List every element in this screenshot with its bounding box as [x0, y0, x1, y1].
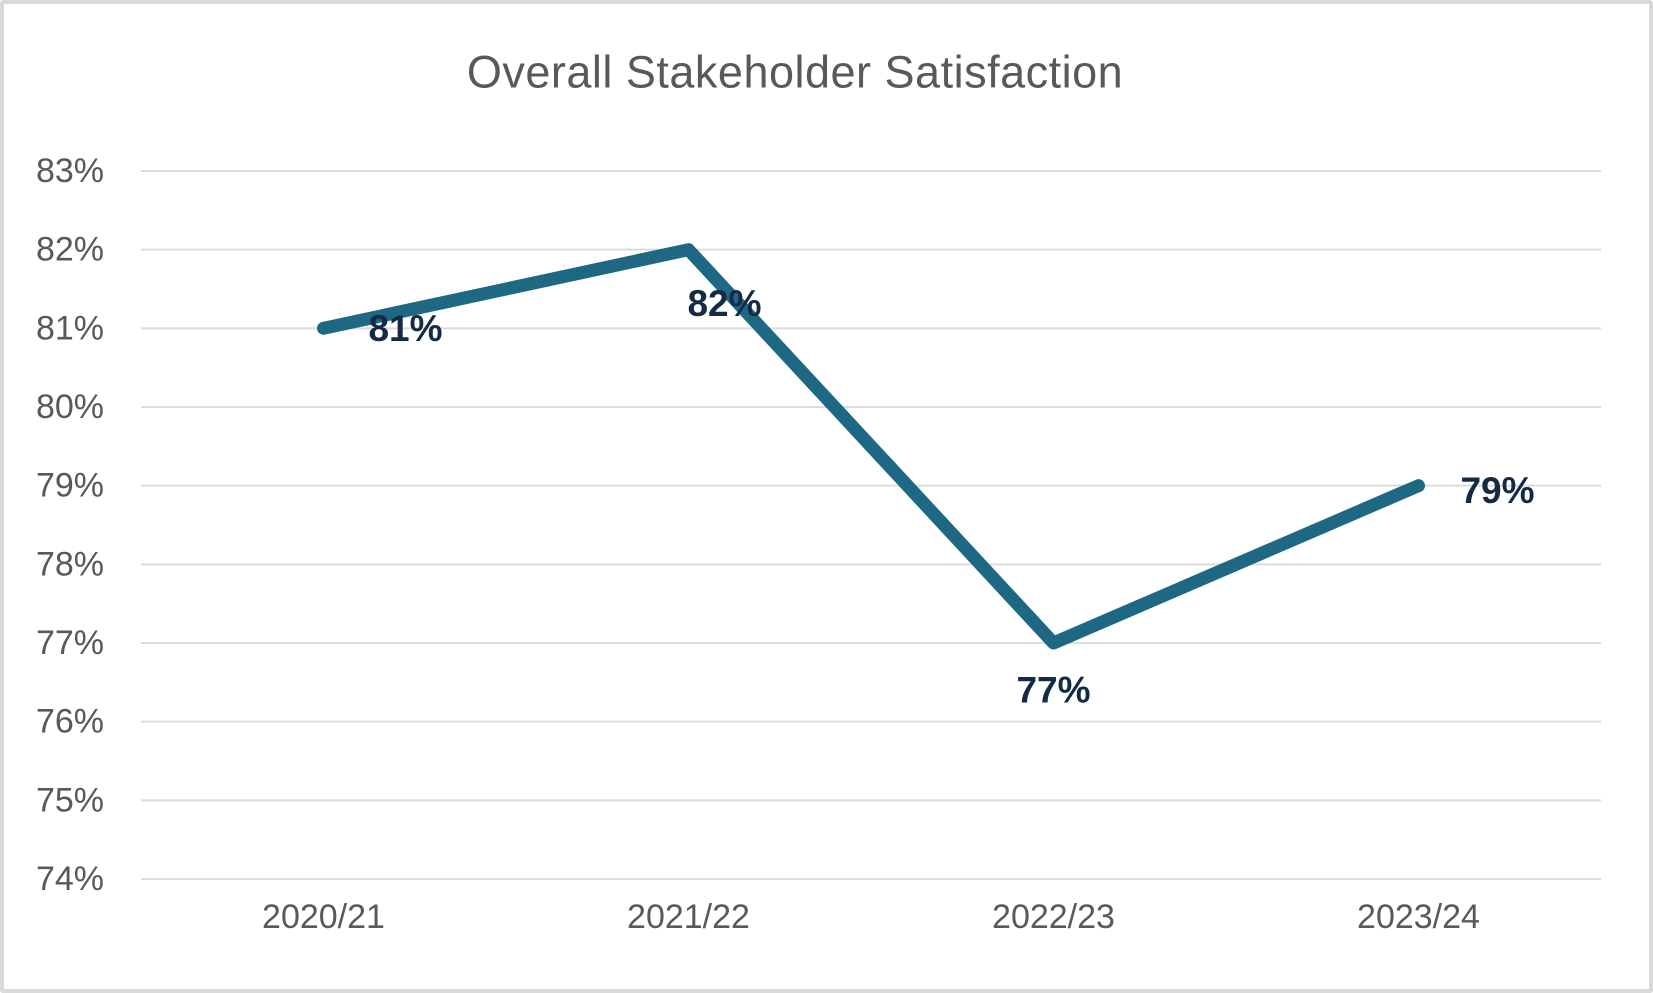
x-tick-label: 2022/23 — [992, 898, 1115, 936]
data-label: 81% — [368, 308, 442, 349]
y-axis-labels: 83% 82% 81% 80% 79% 78% 77% 76% 75% 74% — [36, 152, 104, 898]
y-tick-label: 74% — [36, 860, 104, 898]
data-label: 79% — [1460, 470, 1534, 511]
data-label: 82% — [687, 283, 761, 324]
y-tick-label: 83% — [36, 152, 104, 190]
x-axis-labels: 2020/21 2021/22 2022/23 2023/24 — [262, 898, 1480, 936]
gridlines — [141, 170, 1601, 880]
x-tick-label: 2023/24 — [1357, 898, 1480, 936]
y-tick-label: 82% — [36, 231, 104, 269]
series-line — [317, 243, 1425, 650]
y-tick-label: 79% — [36, 467, 104, 505]
y-tick-label: 76% — [36, 703, 104, 741]
y-tick-label: 78% — [36, 545, 104, 583]
data-label: 77% — [1016, 670, 1090, 711]
x-tick-label: 2021/22 — [627, 898, 750, 936]
x-tick-label: 2020/21 — [262, 898, 385, 936]
y-tick-label: 77% — [36, 624, 104, 662]
y-tick-label: 81% — [36, 309, 104, 347]
chart-title: Overall Stakeholder Satisfaction — [467, 47, 1123, 98]
y-tick-label: 80% — [36, 388, 104, 426]
data-labels: 81% 82% 77% 79% — [368, 283, 1534, 710]
y-tick-label: 75% — [36, 781, 104, 819]
